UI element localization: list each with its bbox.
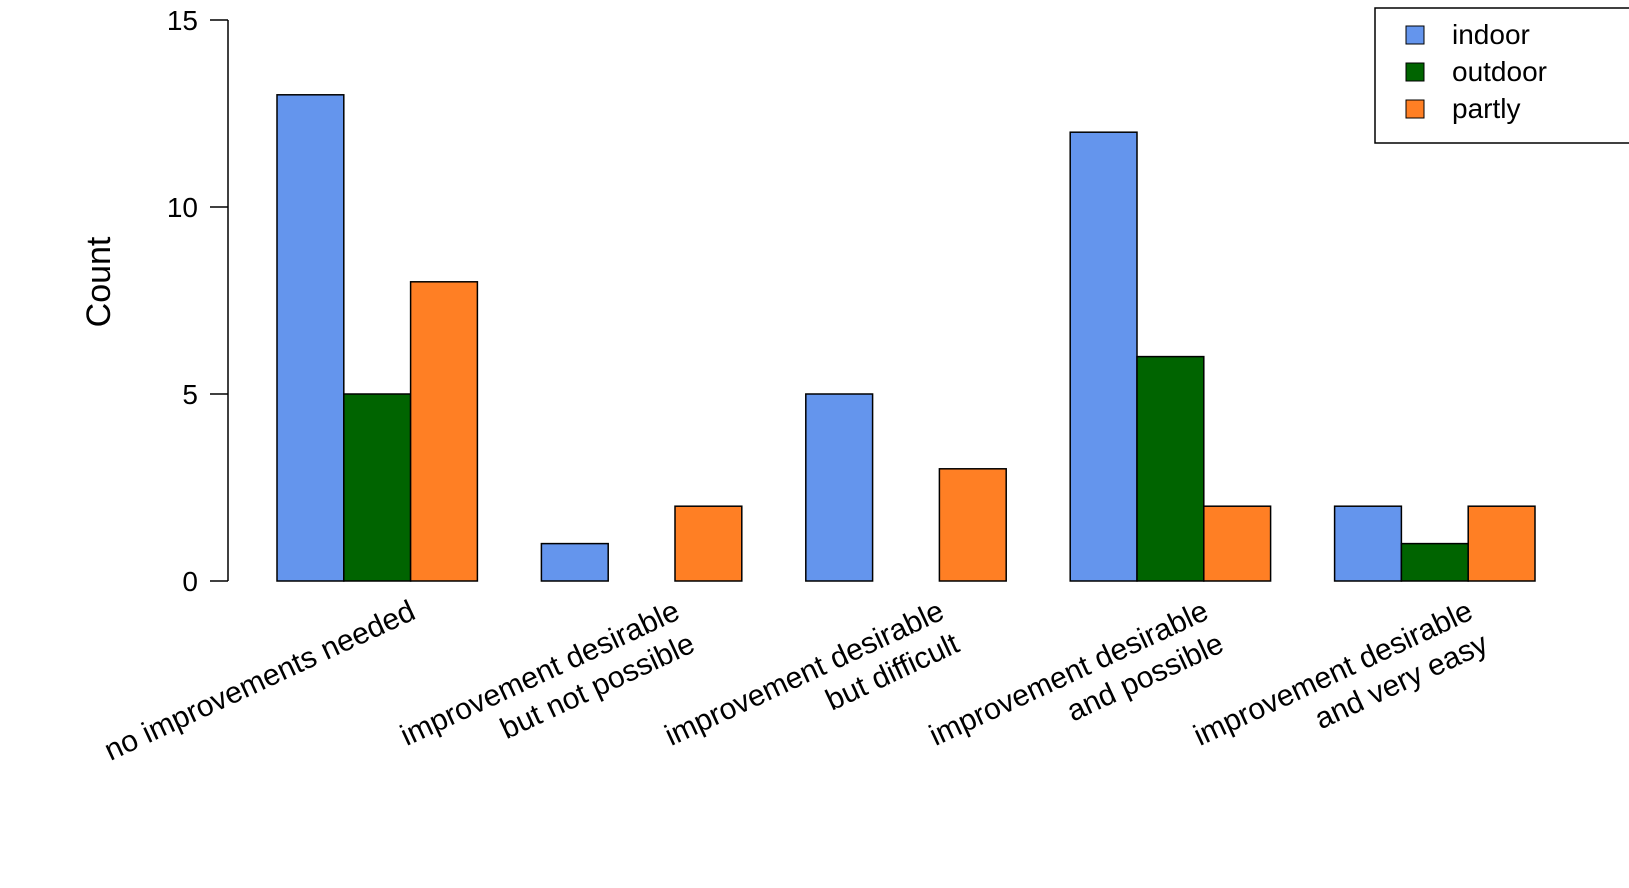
x-category-label: improvement desirablebut difficult [660, 594, 965, 785]
x-category-label: improvement desirableand possible [924, 594, 1228, 785]
y-axis: 0 5 10 15 [167, 5, 229, 597]
y-tick-label: 15 [167, 5, 198, 36]
bar-partly [1467, 505, 1536, 582]
x-category-label: no improvements needed [99, 594, 420, 767]
legend-label-outdoor: outdoor [1452, 56, 1547, 87]
legend-swatch-partly [1405, 99, 1425, 119]
bar-indoor [1069, 131, 1138, 582]
bar-indoor [540, 542, 609, 582]
legend-swatch-indoor [1405, 25, 1425, 45]
y-tick-label: 0 [182, 566, 198, 597]
bar-partly [409, 281, 479, 582]
bar-indoor [805, 393, 874, 582]
legend-swatch-outdoor [1405, 62, 1425, 82]
bar-outdoor [1136, 355, 1205, 582]
bar-outdoor [1400, 542, 1469, 582]
bar-outdoor [343, 393, 412, 582]
legend: indoor outdoor partly [1374, 7, 1629, 144]
bar-partly [938, 468, 1007, 582]
bar-indoor [1333, 505, 1403, 582]
y-tick-label: 10 [167, 192, 198, 223]
bar-indoor [276, 94, 345, 582]
x-category-label: improvement desirablebut not possible [396, 594, 700, 785]
x-category-label: improvement desirableand very easy [1189, 594, 1493, 785]
bar-partly [1203, 505, 1272, 582]
y-tick-label: 5 [182, 379, 198, 410]
bar-partly [674, 505, 743, 582]
bars [276, 94, 1536, 582]
y-axis-label: Count [80, 236, 118, 327]
legend-label-indoor: indoor [1452, 19, 1530, 50]
legend-label-partly: partly [1452, 93, 1520, 124]
